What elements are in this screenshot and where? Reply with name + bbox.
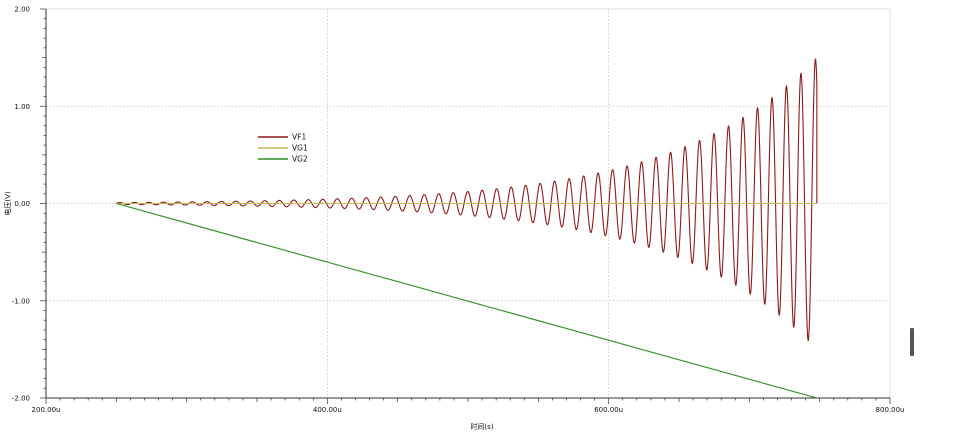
series-line-vf1 [116,58,818,341]
x-tick-label: 200.00u [32,406,61,414]
scroll-handle-icon[interactable] [910,328,914,356]
axes [40,8,891,404]
legend-label-vg2: VG2 [292,155,308,164]
y-tick-label: -1.00 [12,297,30,305]
x-tick-label: 800.00u [876,406,905,414]
y-tick-label: -2.00 [12,395,30,403]
legend-label-vg1: VG1 [292,144,308,153]
y-tick-label: 0.00 [14,200,30,208]
series [116,58,818,399]
y-axis-title: 电压(V) [3,191,12,216]
x-tick-label: 400.00u [313,406,342,414]
legend: VF1 VG1 VG2 [258,133,308,164]
y-tick-label: 1.00 [14,103,30,111]
x-tick-label: 600.00u [594,406,623,414]
x-axis-title: 时间(s) [470,422,493,431]
legend-label-vf1: VF1 [292,133,306,142]
series-line-vg2 [116,202,817,399]
y-tick-label: 2.00 [14,6,30,14]
